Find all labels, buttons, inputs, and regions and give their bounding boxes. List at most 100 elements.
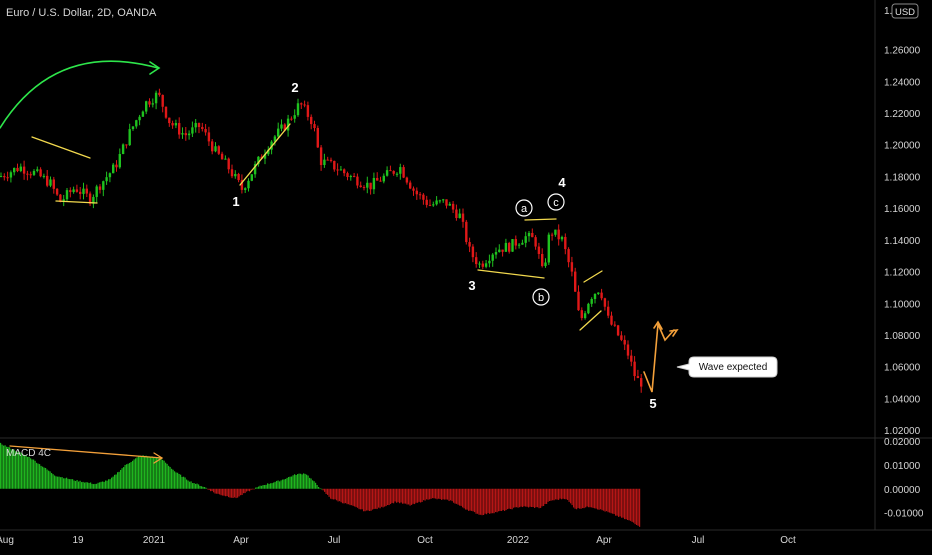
candle-body [610,315,613,325]
macd-bar [466,488,468,510]
expected-wave-path [643,323,675,393]
time-axis[interactable]: Aug 19 2021 Apr Jul Oct 2022 Apr Jul Oct [0,535,796,546]
candle-body [65,190,69,200]
macd-bar [169,466,171,489]
candle-body [158,92,161,95]
macd-bar [613,488,615,515]
macd-bar [316,484,318,489]
candle-body [428,204,432,206]
macd-bar [132,460,134,489]
macd-bar [549,488,551,501]
price-axis[interactable]: 1.26000 1.24000 1.22000 1.20000 1.18000 1.160… [884,46,921,437]
candle-body [36,169,39,171]
macd-bar [445,488,447,500]
macd-bar [325,488,327,494]
callout-wave-expected[interactable]: Wave expected [676,356,778,378]
macd-bar [583,488,585,509]
macd-bar [252,488,254,490]
macd-bar [330,488,332,499]
candle-body [389,170,392,172]
candle-body [620,335,623,340]
macd-bar [436,488,438,500]
macd-bar [472,488,474,512]
macd-bar [190,481,192,489]
macd-bar [33,459,35,489]
macd-bar [321,488,323,490]
macd-bar [199,485,201,489]
candle-body [62,199,65,202]
macd-bar [168,465,170,489]
macd-bar [228,488,230,498]
time-tick-0: Aug [0,535,14,546]
candle-body [491,254,494,261]
green-arc-arrow [0,60,159,129]
macd-bar [73,480,75,489]
macd-bar [615,488,617,516]
candle-body [148,101,151,105]
macd-bar [468,488,470,511]
macd-bar [273,482,275,489]
time-tick-1: 19 [72,535,84,546]
macd-bar [69,479,71,489]
macd-bar [522,488,524,508]
candle-body [587,303,590,314]
macd-bar [633,488,635,523]
macd-bar [67,478,69,489]
macd-bar [331,488,333,500]
macd-bar [307,475,309,489]
macd-bar [547,488,549,502]
candle-body [541,253,544,267]
macd-bar [294,474,296,489]
candle-body [211,141,214,152]
macd-bar [327,488,329,495]
macd-bar [340,488,342,503]
candle-body [286,118,290,131]
macd-bar [487,488,489,513]
candle-body [49,179,52,186]
macd-bar [237,488,239,498]
macd-bar [463,488,465,509]
macd-bar [604,488,606,512]
candle-body [570,262,574,272]
time-tick-4: Jul [328,535,341,546]
macd-bar [225,488,227,497]
expected-wave-arrowhead-2 [669,328,679,337]
macd-bar [304,473,306,489]
macd-axis[interactable]: 0.02000 0.01000 0.00000 -0.01000 [884,437,924,519]
macd-bar [369,488,371,512]
time-tick-7: Apr [596,535,612,546]
macd-bar [271,483,273,489]
candle-body [303,104,306,106]
macd-bar [283,479,285,489]
circle-b [532,288,550,306]
macd-bar [400,488,402,503]
candle-body [366,182,369,188]
macd-bar [274,481,276,489]
macd-bar [115,474,117,489]
candle-body [455,209,458,219]
candle-body [55,188,59,195]
macd-bar [79,480,81,489]
candle-body [382,175,385,182]
macd-bar [622,488,624,518]
macd-bar [210,488,212,492]
macd-bar [130,461,132,489]
candle-body [468,242,471,247]
macd-bar [600,488,602,510]
candle-body [283,124,286,131]
candle-body [161,94,164,107]
macd-bar [636,488,638,525]
macd-bar [418,488,420,502]
macd-bar [555,488,557,500]
macd-bar [301,474,303,489]
macd-bar [519,488,521,508]
currency-badge[interactable]: USD [891,3,919,19]
macd-bar [148,456,150,489]
macd-bar [198,484,200,489]
macd-bar [226,488,228,497]
macd-bar [502,488,504,511]
macd-bar [96,483,98,489]
macd-bar [597,488,599,510]
macd-bar [61,477,63,489]
